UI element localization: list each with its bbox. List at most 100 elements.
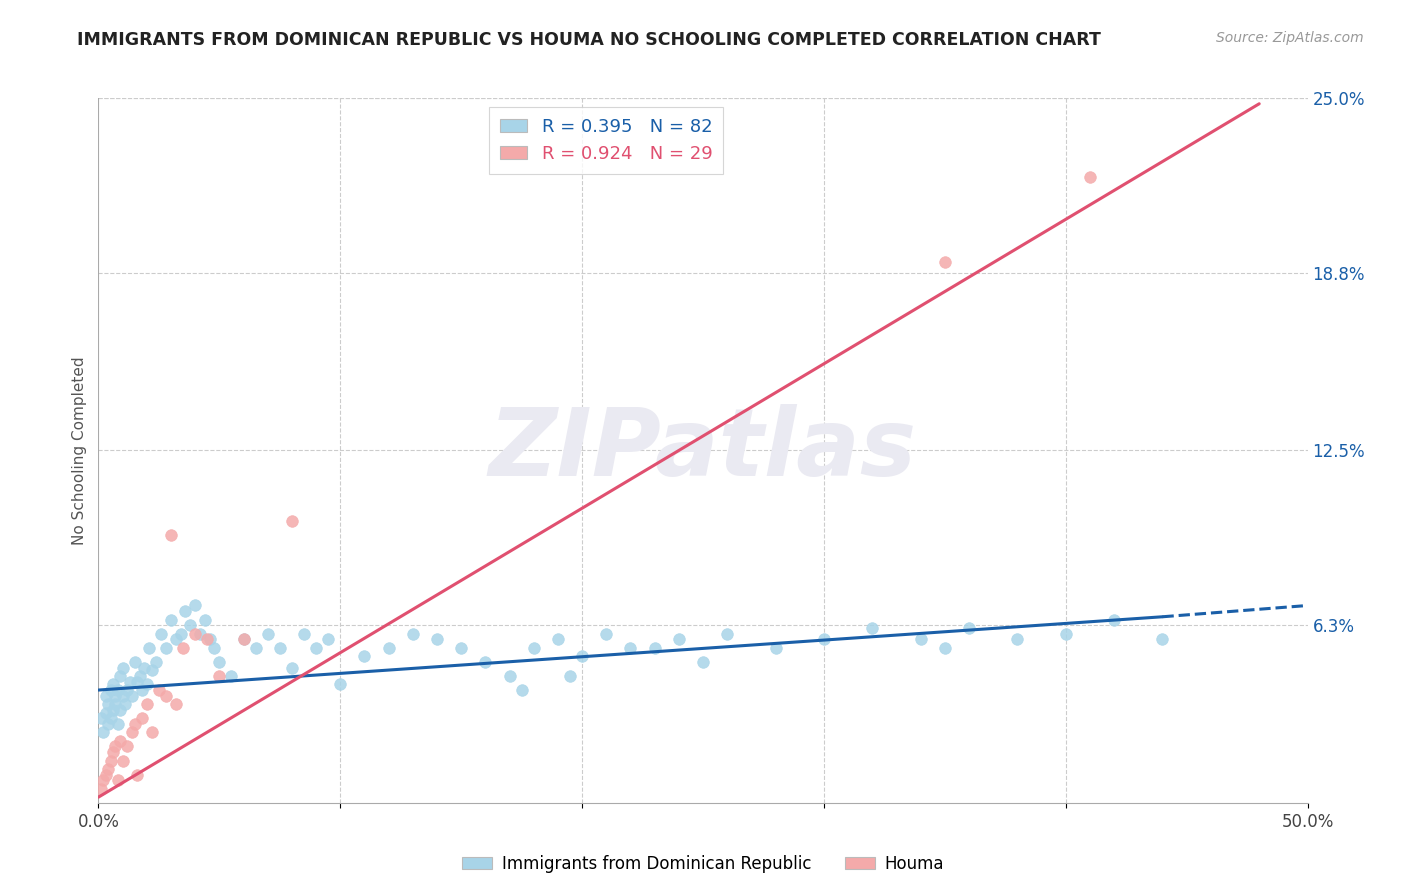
Point	[108, 703, 131, 717]
Point	[127, 767, 149, 781]
Point	[111, 689, 134, 703]
Point	[104, 689, 127, 703]
Point	[97, 697, 120, 711]
Point	[138, 640, 160, 655]
Legend: R = 0.395   N = 82, R = 0.924   N = 29: R = 0.395 N = 82, R = 0.924 N = 29	[489, 107, 723, 174]
Point	[160, 528, 183, 542]
Point	[111, 754, 134, 768]
Point	[765, 640, 787, 655]
Point	[131, 683, 153, 698]
Point	[450, 640, 472, 655]
Point	[169, 626, 191, 640]
Y-axis label: No Schooling Completed: No Schooling Completed	[72, 356, 87, 545]
Point	[716, 626, 738, 640]
Point	[104, 697, 127, 711]
Point	[145, 655, 167, 669]
Point	[184, 599, 207, 613]
Point	[90, 711, 112, 725]
Point	[1054, 626, 1077, 640]
Point	[1152, 632, 1174, 647]
Text: Source: ZipAtlas.com: Source: ZipAtlas.com	[1216, 31, 1364, 45]
Point	[523, 640, 546, 655]
Point	[97, 762, 120, 776]
Point	[558, 669, 581, 683]
Point	[232, 632, 254, 647]
Point	[305, 640, 328, 655]
Point	[208, 669, 231, 683]
Point	[221, 669, 243, 683]
Point	[108, 733, 131, 747]
Point	[100, 711, 122, 725]
Point	[150, 626, 173, 640]
Point	[111, 660, 134, 674]
Point	[104, 739, 127, 754]
Text: IMMIGRANTS FROM DOMINICAN REPUBLIC VS HOUMA NO SCHOOLING COMPLETED CORRELATION C: IMMIGRANTS FROM DOMINICAN REPUBLIC VS HO…	[77, 31, 1101, 49]
Point	[121, 725, 143, 739]
Point	[269, 640, 291, 655]
Point	[165, 632, 187, 647]
Point	[281, 660, 304, 674]
Point	[155, 640, 177, 655]
Point	[165, 697, 187, 711]
Point	[174, 604, 197, 618]
Point	[426, 632, 449, 647]
Point	[127, 674, 149, 689]
Point	[668, 632, 690, 647]
Point	[94, 767, 117, 781]
Point	[619, 640, 641, 655]
Point	[910, 632, 932, 647]
Point	[194, 613, 217, 627]
Point	[97, 717, 120, 731]
Point	[245, 640, 267, 655]
Point	[377, 640, 399, 655]
Point	[135, 677, 157, 691]
Point	[198, 632, 221, 647]
Point	[141, 663, 163, 677]
Point	[1078, 169, 1101, 184]
Point	[316, 632, 339, 647]
Point	[188, 626, 211, 640]
Point	[101, 677, 124, 691]
Point	[107, 683, 129, 698]
Point	[195, 632, 218, 647]
Point	[172, 640, 194, 655]
Point	[595, 626, 617, 640]
Point	[155, 689, 177, 703]
Point	[124, 717, 146, 731]
Point	[114, 697, 136, 711]
Point	[1007, 632, 1029, 647]
Point	[498, 669, 520, 683]
Point	[141, 725, 163, 739]
Point	[256, 626, 278, 640]
Point	[101, 703, 124, 717]
Point	[184, 626, 207, 640]
Point	[128, 669, 150, 683]
Point	[131, 711, 153, 725]
Point	[135, 697, 157, 711]
Point	[108, 669, 131, 683]
Point	[208, 655, 231, 669]
Point	[232, 632, 254, 647]
Point	[160, 613, 183, 627]
Point	[100, 754, 122, 768]
Point	[957, 621, 980, 635]
Point	[100, 683, 122, 698]
Point	[1102, 613, 1125, 627]
Text: ZIPatlas: ZIPatlas	[489, 404, 917, 497]
Point	[121, 689, 143, 703]
Point	[148, 683, 170, 698]
Point	[117, 683, 139, 698]
Point	[117, 739, 139, 754]
Point	[353, 649, 375, 664]
Point	[547, 632, 569, 647]
Point	[813, 632, 835, 647]
Point	[107, 773, 129, 788]
Point	[124, 655, 146, 669]
Point	[94, 706, 117, 720]
Point	[281, 514, 304, 528]
Point	[692, 655, 714, 669]
Point	[101, 745, 124, 759]
Point	[934, 254, 956, 268]
Legend: Immigrants from Dominican Republic, Houma: Immigrants from Dominican Republic, Houm…	[456, 848, 950, 880]
Point	[292, 626, 315, 640]
